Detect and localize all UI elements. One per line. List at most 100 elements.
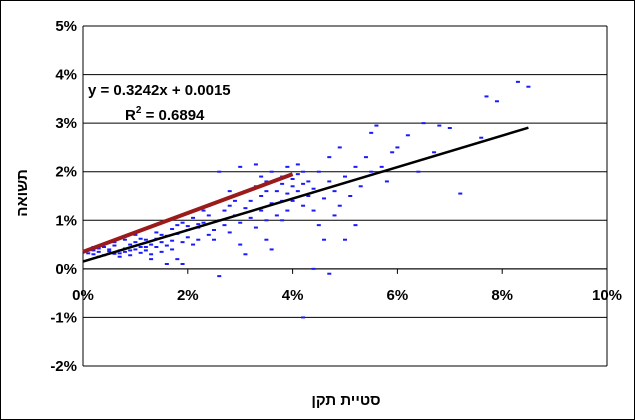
- data-point: [311, 267, 316, 270]
- data-point: [353, 224, 358, 227]
- data-point: [222, 224, 227, 227]
- data-point: [217, 170, 222, 173]
- data-point: [201, 221, 206, 224]
- data-point: [369, 170, 374, 173]
- data-point: [458, 192, 463, 195]
- data-point: [301, 170, 306, 173]
- y-tick-label: 5%: [55, 18, 77, 35]
- data-point: [348, 195, 353, 197]
- tick-labels: -2% -1% 0% 1% 2% 3% 4% 5% 0% 2% 4% 6% 8% 10%: [50, 18, 622, 375]
- data-point: [421, 122, 426, 125]
- data-point: [180, 241, 185, 244]
- y-tick-label: 1%: [55, 212, 77, 229]
- data-point: [311, 187, 316, 190]
- data-point: [227, 204, 232, 207]
- data-point: [259, 175, 264, 178]
- data-point: [515, 80, 520, 83]
- y-tick-label: 0%: [55, 261, 77, 278]
- data-point: [138, 237, 143, 240]
- data-point: [327, 272, 332, 275]
- data-point: [133, 241, 138, 244]
- data-point: [274, 214, 279, 217]
- data-point: [295, 173, 300, 176]
- data-point: [191, 243, 196, 246]
- data-point: [269, 202, 274, 205]
- trend-lines: [82, 126, 529, 263]
- data-point: [112, 244, 117, 247]
- data-point: [295, 163, 300, 166]
- data-point: [107, 250, 112, 253]
- data-point: [96, 250, 101, 253]
- data-point: [306, 195, 311, 197]
- data-point: [164, 244, 169, 247]
- data-point: [96, 247, 101, 250]
- axes: [82, 26, 608, 366]
- x-tick-label: 10%: [592, 287, 622, 304]
- data-point: [185, 236, 190, 239]
- data-point: [122, 238, 127, 241]
- data-point: [285, 192, 290, 195]
- data-point: [180, 221, 185, 224]
- data-point: [238, 243, 243, 246]
- data-point: [243, 253, 248, 256]
- data-point: [159, 233, 164, 236]
- data-point: [138, 246, 143, 248]
- trendline-equation: y = 0.3242x + 0.0015: [88, 82, 231, 99]
- data-point: [290, 178, 295, 180]
- data-point: [232, 199, 237, 202]
- red-line: [82, 172, 294, 254]
- data-point: [206, 233, 211, 236]
- data-point: [285, 165, 290, 168]
- data-point: [253, 163, 258, 166]
- data-point: [222, 209, 227, 212]
- data-point: [416, 170, 421, 173]
- data-point: [175, 258, 180, 261]
- data-point: [201, 209, 206, 212]
- data-point: [301, 316, 306, 319]
- x-tick-label: 2%: [177, 287, 199, 304]
- data-point: [138, 251, 143, 254]
- data-point: [301, 182, 306, 185]
- data-point: [269, 248, 274, 251]
- data-point: [432, 151, 437, 154]
- data-point: [180, 263, 185, 265]
- data-point: [143, 246, 148, 248]
- data-point: [374, 124, 379, 127]
- y-axis-title: תשואה: [14, 169, 31, 216]
- data-point: [306, 180, 311, 183]
- data-point: [212, 229, 216, 231]
- data-point: [196, 238, 201, 241]
- data-point: [280, 219, 285, 222]
- data-point: [379, 165, 384, 168]
- data-point: [343, 175, 347, 178]
- y-tick-label: -2%: [50, 358, 77, 375]
- data-point: [384, 180, 389, 183]
- data-point: [128, 254, 133, 257]
- data-point: [128, 243, 133, 246]
- y-tick-label: 3%: [55, 115, 77, 132]
- data-point: [311, 209, 316, 212]
- data-point: [101, 246, 106, 248]
- data-point: [154, 231, 159, 234]
- data-point: [526, 85, 531, 88]
- data-point: [285, 209, 290, 212]
- data-point: [91, 253, 96, 256]
- data-point: [170, 228, 175, 231]
- data-point: [301, 204, 306, 207]
- data-point: [322, 238, 327, 241]
- data-point: [269, 170, 274, 173]
- data-point: [353, 165, 358, 168]
- y-tick-label: 2%: [55, 164, 77, 181]
- data-point: [217, 275, 222, 278]
- data-point: [248, 199, 253, 202]
- r-squared-label: R2 = 0.6894: [125, 105, 205, 124]
- data-point: [185, 225, 190, 228]
- data-point: [363, 156, 368, 159]
- data-point: [122, 250, 127, 253]
- data-point: [390, 151, 395, 154]
- data-point: [206, 214, 211, 217]
- data-point: [264, 238, 269, 241]
- data-point: [227, 190, 232, 193]
- data-point: [107, 248, 112, 251]
